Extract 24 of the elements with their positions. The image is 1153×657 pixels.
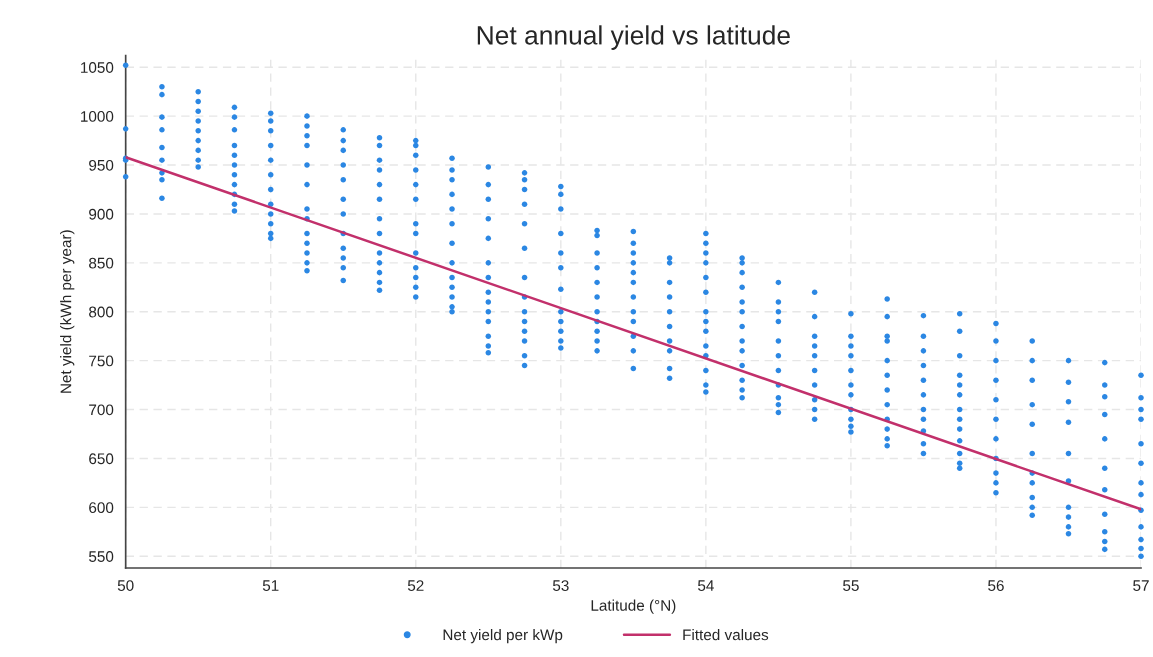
y-tick-label: 700 xyxy=(89,404,114,416)
y-tick-label: 1000 xyxy=(81,111,114,122)
x-tick-label: 51 xyxy=(262,580,279,591)
y-tick-label: 900 xyxy=(89,208,114,220)
y-tick-label: 800 xyxy=(89,306,114,318)
y-tick-label: 1050 xyxy=(81,62,114,73)
y-tick-label: 550 xyxy=(88,551,114,562)
legend-label: Fitted values xyxy=(683,629,769,641)
y-tick-label: 850 xyxy=(89,257,114,269)
x-tick-label: 55 xyxy=(843,580,859,591)
y-tick-label: 750 xyxy=(89,355,114,367)
y-tick-label: 950 xyxy=(89,159,114,171)
x-tick-label: 50 xyxy=(117,580,134,591)
legend-label: Net yield per kWp xyxy=(443,629,563,644)
x-tick-label: 57 xyxy=(1133,580,1149,591)
chart-title: Net annual yield vs latitude xyxy=(477,25,790,50)
x-tick-label: 56 xyxy=(988,580,1004,591)
x-axis-title: Latitude (°N) xyxy=(591,599,676,614)
y-tick-label: 600 xyxy=(89,502,114,514)
x-tick-label: 53 xyxy=(552,580,569,591)
y-axis-title: Net yield (kWh per year) xyxy=(60,230,75,393)
x-tick-label: 52 xyxy=(407,580,424,591)
y-tick-label: 650 xyxy=(89,453,114,465)
x-tick-label: 54 xyxy=(697,580,714,591)
